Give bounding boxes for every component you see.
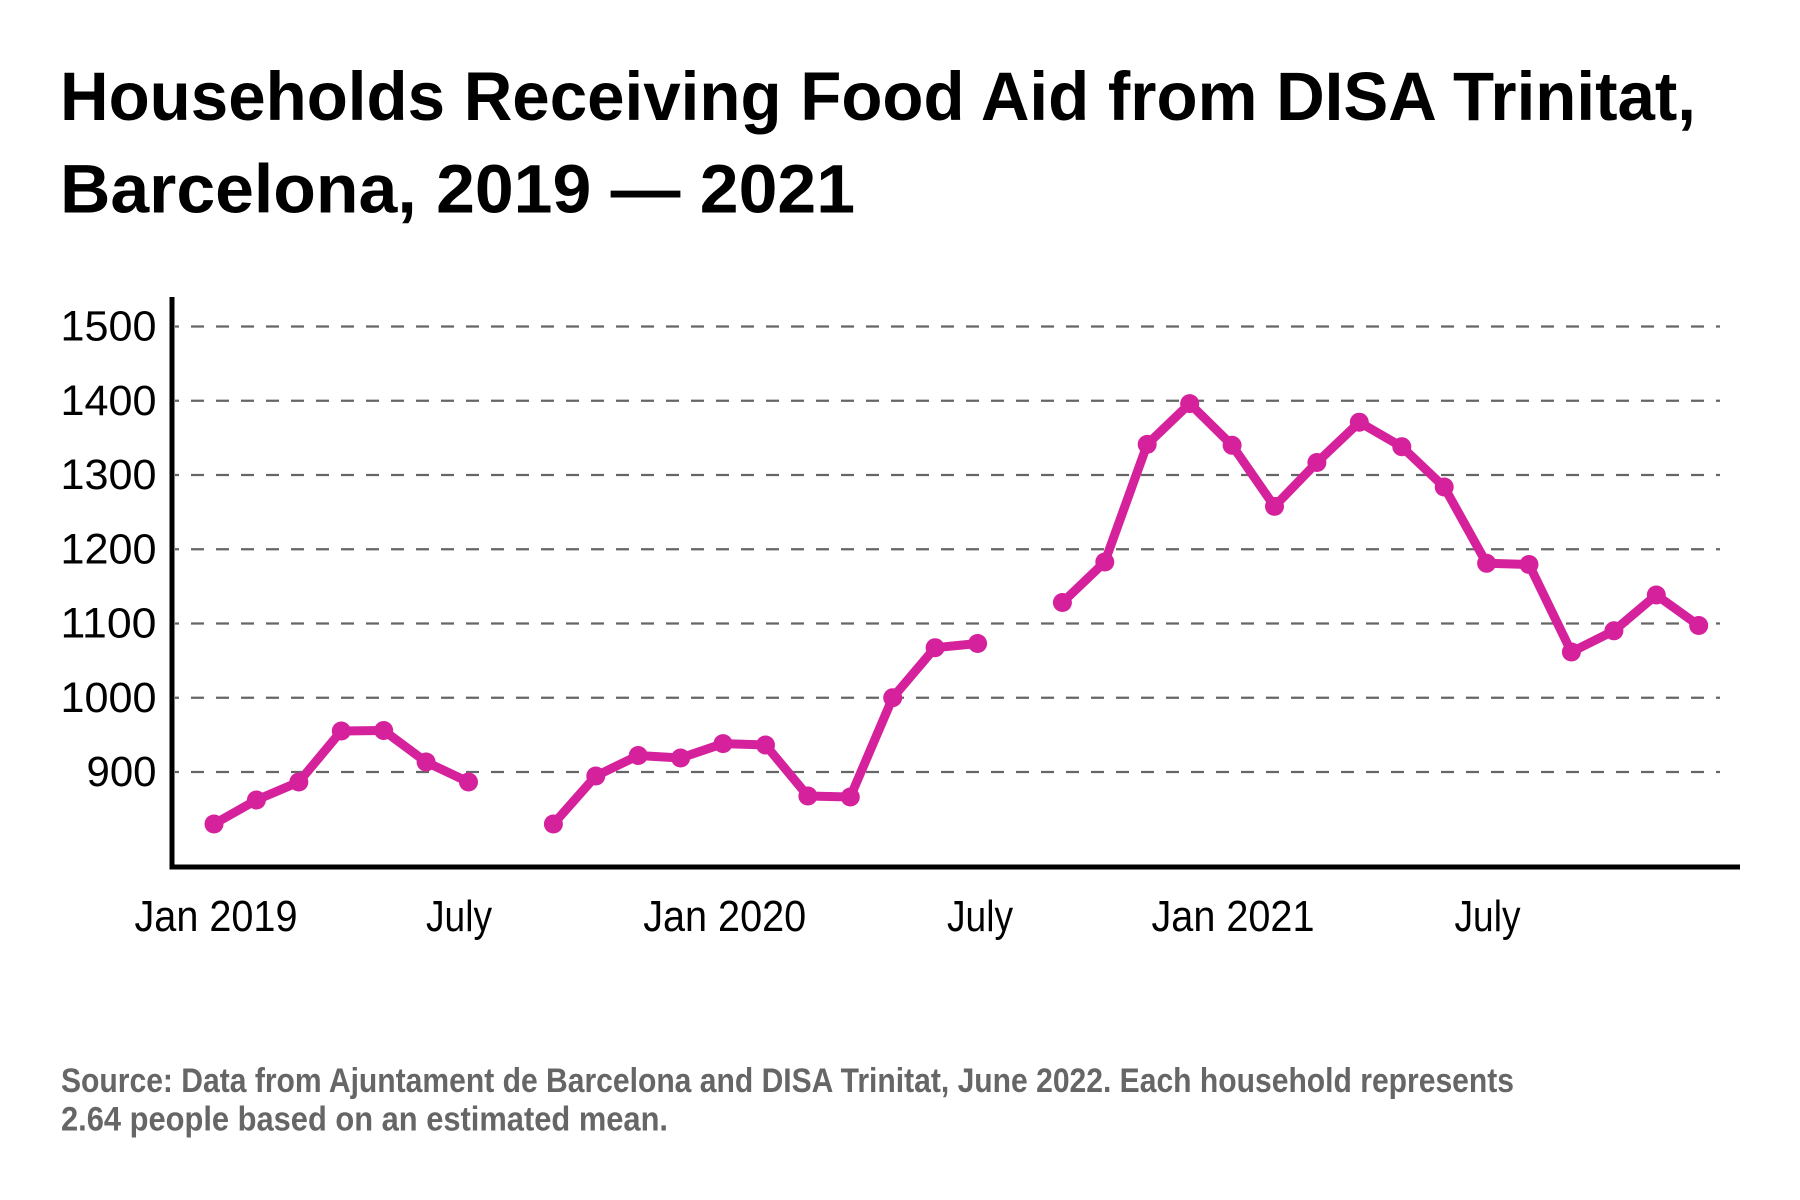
svg-text:1000: 1000 <box>61 675 157 722</box>
svg-text:1100: 1100 <box>61 601 157 648</box>
svg-text:Barcelona, 2019 — 2021: Barcelona, 2019 — 2021 <box>60 151 855 228</box>
svg-text:July: July <box>1455 892 1521 941</box>
svg-text:1200: 1200 <box>61 526 157 573</box>
svg-text:July: July <box>426 892 492 941</box>
svg-text:Jan 2020: Jan 2020 <box>643 892 806 941</box>
svg-text:Jan 2019: Jan 2019 <box>135 892 298 941</box>
svg-text:1300: 1300 <box>61 452 157 499</box>
svg-text:Households Receiving Food Aid: Households Receiving Food Aid from DISA … <box>60 58 1696 135</box>
svg-text:Source: Data from Ajuntament d: Source: Data from Ajuntament de Barcelon… <box>61 1062 1514 1100</box>
svg-text:2.64 people based on an estima: 2.64 people based on an estimated mean. <box>61 1101 668 1139</box>
svg-text:1500: 1500 <box>61 304 157 351</box>
svg-text:July: July <box>947 892 1013 941</box>
svg-text:900: 900 <box>87 749 157 796</box>
svg-text:Jan 2021: Jan 2021 <box>1152 892 1315 941</box>
svg-text:1400: 1400 <box>61 378 157 425</box>
